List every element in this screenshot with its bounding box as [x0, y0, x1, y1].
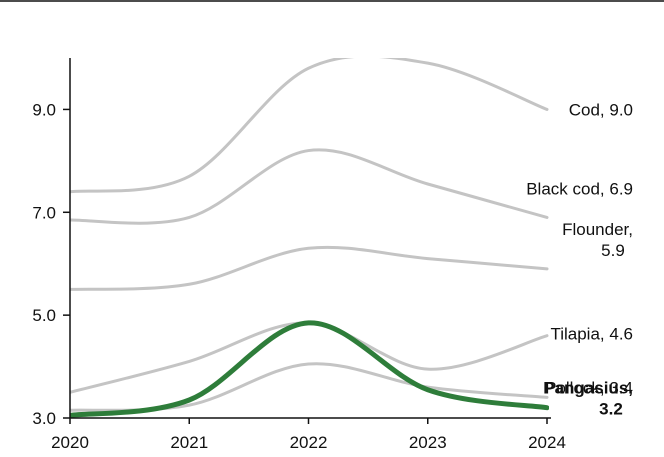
x-tick-label: 2022 [290, 433, 328, 452]
end-label-pangasius: Pangasius, [543, 379, 633, 398]
end-label-flounder: 5.9 [601, 241, 625, 260]
series-line-cod [70, 58, 549, 194]
series-line-black-cod [70, 148, 549, 225]
end-label-black-cod: Black cod, 6.9 [526, 179, 633, 198]
series-line-tilapia [70, 321, 549, 394]
y-tick-label: 9.0 [32, 100, 56, 119]
x-tick-label: 2023 [409, 433, 447, 452]
end-label-layer: Cod, 9.0 Black cod, 6.9 Flounder, 5.9 Tilapi… [526, 100, 633, 418]
x-tick-label: 2021 [170, 433, 208, 452]
axis-layer: 3.0 5.0 7.0 9.0 2020 2021 2022 2023 2024 [32, 58, 566, 452]
y-tick-label: 3.0 [32, 409, 56, 428]
series-line-pangasius [70, 320, 549, 418]
x-tick-label: 2020 [51, 433, 89, 452]
y-tick-label: 5.0 [32, 306, 56, 325]
end-label-pangasius: 3.2 [599, 400, 623, 419]
series-line-flounder [70, 245, 549, 291]
y-tick-label: 7.0 [32, 203, 56, 222]
end-label-tilapia: Tilapia, 4.6 [550, 325, 633, 344]
end-label-flounder: Flounder, [562, 220, 633, 239]
series-layer [70, 58, 549, 418]
end-label-pollock: Pollock, 3.4 [545, 378, 633, 397]
end-label-cod: Cod, 9.0 [569, 100, 633, 119]
series-line-pollock [70, 362, 549, 412]
x-tick-label: 2024 [528, 433, 566, 452]
